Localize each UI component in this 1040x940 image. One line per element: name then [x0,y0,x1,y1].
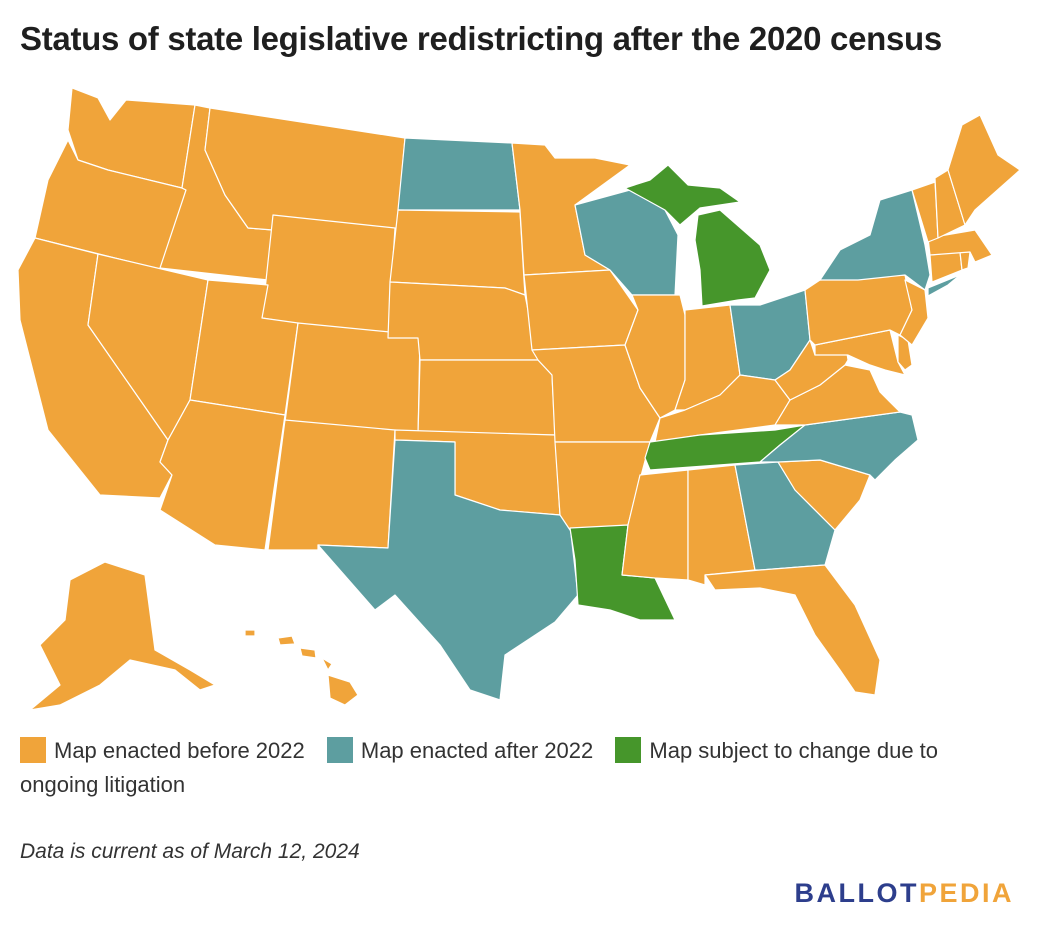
state-SD[interactable] [389,209,526,296]
legend-label-before: Map enacted before 2022 [54,738,305,763]
legend-label-after: Map enacted after 2022 [360,738,594,763]
legend-swatch-before [20,737,46,763]
state-AZ[interactable] [159,399,286,551]
state-PA[interactable] [804,274,913,346]
state-NM[interactable] [267,419,396,551]
legend-label-litigation: Map subject to change due to ongoing lit… [20,738,939,797]
state-RI[interactable] [959,251,971,271]
state-KS[interactable] [417,359,556,436]
state-IL[interactable] [624,294,686,419]
state-AK[interactable] [29,561,216,711]
legend: Map enacted before 2022 Map enacted afte… [20,734,1020,802]
state-NY[interactable] [819,189,931,291]
state-ME[interactable] [947,114,1021,226]
state-MI-lower[interactable] [694,209,771,307]
state-TX[interactable] [317,439,579,701]
state-LI[interactable] [927,274,961,297]
state-FL[interactable] [704,564,881,696]
ballotpedia-logo: BALLOTPEDIA [794,878,1014,909]
legend-item-litigation: Map subject to change due to ongoing lit… [20,737,939,797]
state-MI-upper[interactable] [624,164,741,226]
us-map [17,87,1021,711]
legend-item-after: Map enacted after 2022 [326,737,594,763]
legend-item-before: Map enacted before 2022 [20,737,305,763]
data-note: Data is current as of March 12, 2024 [20,840,360,863]
legend-swatch-litigation [615,737,642,763]
state-HI[interactable] [244,629,359,706]
legend-swatch-after [326,737,353,763]
logo-part-ballot: BALLOT [794,878,919,908]
page-title: Status of state legislative redistrictin… [20,20,942,57]
state-ND[interactable] [397,137,521,211]
logo-part-pedia: PEDIA [918,878,1014,908]
state-WY[interactable] [261,214,396,339]
state-MD[interactable] [814,329,906,376]
state-CO[interactable] [284,322,421,439]
state-MA[interactable] [927,229,993,263]
